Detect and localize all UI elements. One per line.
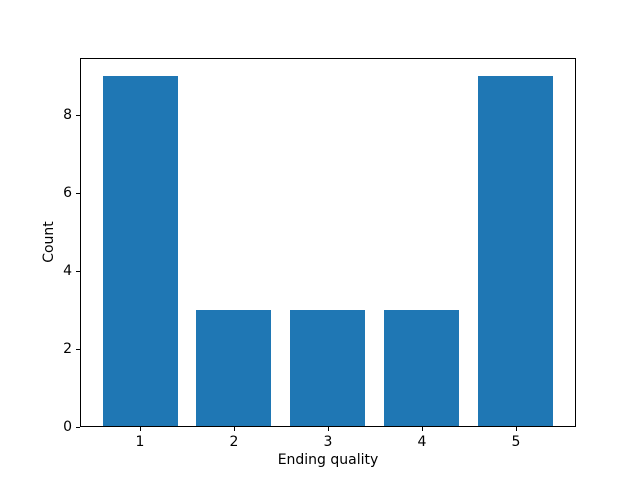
x-tick-mark xyxy=(422,427,423,431)
bar xyxy=(384,310,459,426)
x-tick-label: 4 xyxy=(417,434,427,450)
y-tick-label: 4 xyxy=(63,263,72,279)
y-tick-mark xyxy=(76,193,80,194)
x-tick-label: 1 xyxy=(135,434,145,450)
x-axis-label: Ending quality xyxy=(277,452,379,468)
bar xyxy=(478,76,553,426)
y-tick-label: 8 xyxy=(63,107,72,123)
y-tick-label: 0 xyxy=(63,419,72,435)
x-tick-mark xyxy=(328,427,329,431)
y-tick-mark xyxy=(76,115,80,116)
x-tick-mark xyxy=(234,427,235,431)
bar xyxy=(103,76,178,426)
x-tick-label: 5 xyxy=(511,434,521,450)
y-axis-label-text: Count xyxy=(41,221,57,263)
x-tick-label: 3 xyxy=(323,434,333,450)
y-tick-label: 6 xyxy=(63,185,72,201)
x-tick-mark xyxy=(140,427,141,431)
bar xyxy=(196,310,271,426)
y-tick-mark xyxy=(76,427,80,428)
x-tick-mark xyxy=(516,427,517,431)
bar xyxy=(290,310,365,426)
y-tick-mark xyxy=(76,349,80,350)
x-tick-label: 2 xyxy=(229,434,239,450)
y-tick-mark xyxy=(76,271,80,272)
y-tick-label: 2 xyxy=(63,341,72,357)
